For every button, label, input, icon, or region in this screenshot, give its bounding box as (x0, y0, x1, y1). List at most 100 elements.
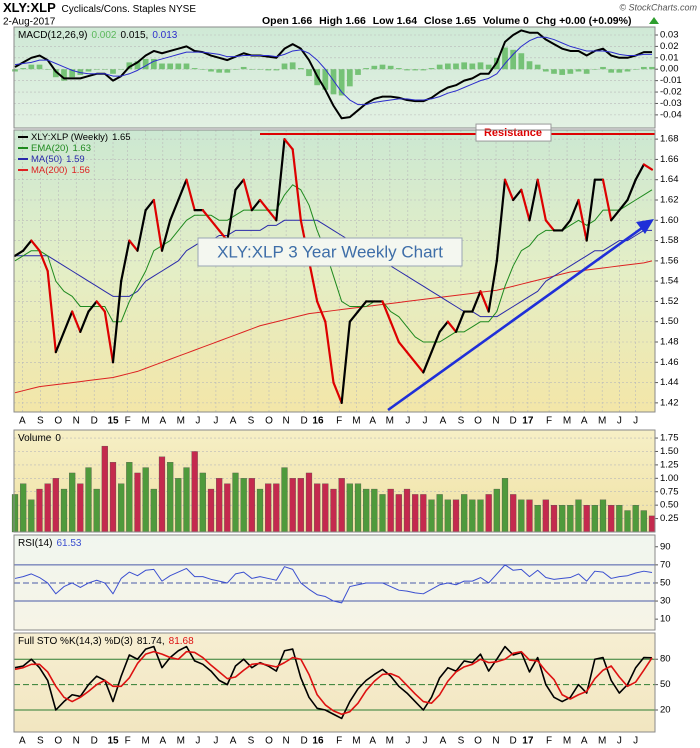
volume-bar (240, 478, 247, 533)
volume-bar (52, 478, 59, 533)
histogram-bar (199, 69, 206, 70)
price-segment (275, 138, 286, 222)
quote-value: 1.64 (397, 15, 418, 27)
panel-background (14, 130, 655, 412)
price-segment (226, 188, 237, 242)
histogram-bar (436, 64, 443, 70)
volume-bar (477, 499, 484, 533)
histogram-bar (428, 68, 435, 70)
volume-bar (150, 488, 157, 533)
histogram-bar (583, 69, 590, 74)
quote-value: +0.00 (+0.09%) (559, 15, 631, 27)
volume-bar (444, 499, 451, 533)
price-segment (536, 178, 547, 222)
y-tick-label: 0.02 (660, 41, 679, 52)
volume-bar (395, 494, 402, 533)
price-segment (389, 320, 400, 344)
histogram-bar (12, 69, 18, 72)
x-tick-label: S (248, 416, 255, 427)
arrow-head (636, 219, 654, 234)
x-tick-label: A (230, 736, 237, 747)
histogram-bar (575, 69, 582, 72)
legend-value: 61.53 (56, 538, 81, 549)
volume-bar (175, 478, 182, 533)
price-segment (520, 188, 531, 222)
y-tick-label: 1.44 (660, 377, 679, 388)
volume-bar (20, 483, 27, 533)
panel-frame (13, 26, 656, 129)
x-tick-label: D (91, 416, 98, 427)
histogram-bar (322, 69, 329, 90)
y-tick-label: -0.01 (660, 75, 682, 86)
histogram-bar (591, 69, 598, 70)
quote-value: 1.66 (345, 15, 366, 27)
legend-entry: EMA(20) 1.63 (31, 143, 91, 154)
volume-bar (542, 499, 549, 533)
volume-bar (510, 494, 517, 533)
volume-bar (134, 472, 141, 533)
volume-bar (183, 467, 190, 533)
x-tick-label: A (369, 736, 376, 747)
y-tick-label: 1.64 (660, 174, 679, 185)
volume-bar (232, 472, 239, 533)
x-tick-label: J (405, 736, 410, 747)
x-tick-label: A (369, 416, 376, 427)
description: Cyclicals/Cons. Staples NYSE (62, 4, 197, 15)
volume-bar (158, 456, 166, 533)
legend-name: XLY:XLP (Weekly) (31, 132, 108, 143)
histogram-bar (28, 64, 35, 70)
x-tick-label: 17 (522, 736, 534, 747)
volume-bar (379, 494, 386, 533)
price-segment (120, 239, 131, 283)
volume-bar (640, 510, 647, 533)
price-segment (348, 310, 360, 323)
price-segment (479, 290, 490, 313)
x-tick-label: O (265, 736, 273, 747)
histogram-bar (404, 69, 410, 71)
price-segment (136, 209, 147, 252)
x-tick-label: F (125, 736, 131, 747)
histogram-bar (485, 64, 492, 70)
x-tick-label: S (458, 416, 465, 427)
y-tick-label: 1.75 (660, 433, 679, 444)
volume-bar (387, 488, 394, 533)
price-segment (503, 178, 515, 202)
x-tick-label: J (213, 736, 218, 747)
volume-bar (559, 505, 566, 533)
histogram-bar (624, 69, 631, 72)
price-segment (307, 259, 319, 303)
x-tick-label: N (492, 736, 499, 747)
price-segment (405, 351, 417, 364)
histogram-bar (208, 69, 214, 72)
volume-bar (461, 494, 468, 533)
histogram-bar (526, 61, 533, 70)
header: XLY:XLP Cyclicals/Cons. Staples NYSE 2-A… (3, 0, 697, 27)
histogram-bar (338, 69, 345, 96)
price-segment (185, 178, 196, 212)
x-tick-label: 15 (107, 736, 119, 747)
y-tick-label: 1.60 (660, 215, 679, 226)
legend-title: MACD(12,26,9) (18, 30, 87, 41)
legend-value: 81.74, (137, 636, 165, 647)
x-tick-label: M (177, 736, 185, 747)
histogram-bar (510, 49, 517, 70)
volume-bar (452, 499, 460, 533)
x-tick-label: M (352, 416, 360, 427)
price-segment (267, 209, 278, 222)
histogram-bar (85, 69, 92, 72)
volume-bar (567, 505, 574, 533)
x-tick-label: 16 (312, 416, 324, 427)
x-tick-label: S (37, 416, 44, 427)
price-segment (209, 219, 221, 232)
price-segment (585, 178, 596, 242)
volume-bar (305, 472, 313, 533)
histogram-bar (101, 69, 108, 70)
price-segment (38, 249, 49, 273)
volume-bar (583, 505, 590, 533)
y-tick-label: 1.62 (660, 195, 679, 206)
price-segment (169, 198, 180, 222)
price-segment (356, 300, 368, 313)
panel-background (14, 633, 655, 732)
histogram-bar (608, 69, 615, 73)
histogram-bar (502, 47, 508, 70)
